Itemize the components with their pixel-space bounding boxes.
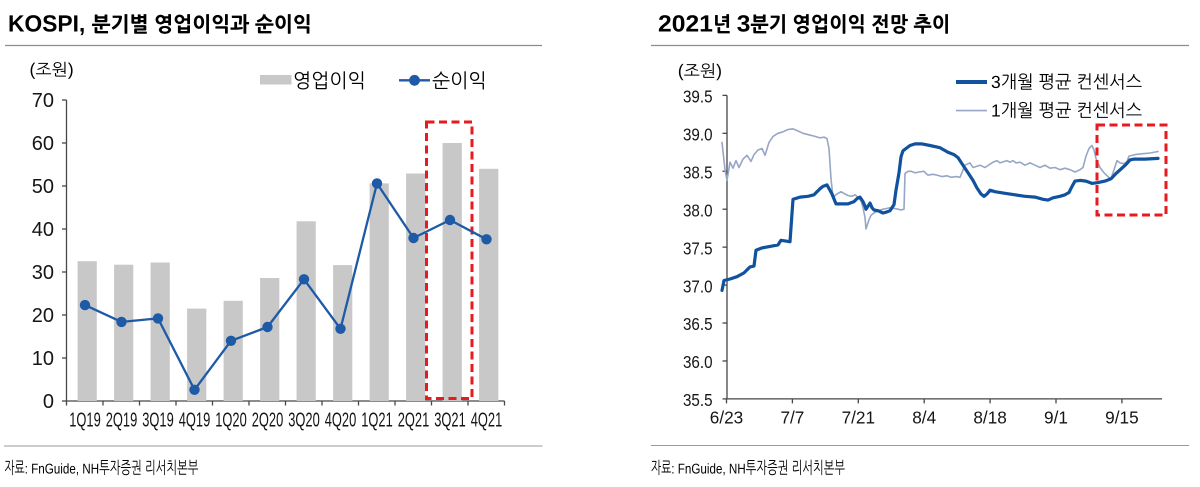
svg-text:20: 20: [32, 305, 54, 327]
svg-text:36.5: 36.5: [683, 314, 713, 334]
svg-text:2Q21: 2Q21: [398, 410, 430, 432]
svg-text:1Q20: 1Q20: [215, 410, 247, 432]
svg-text:39.5: 39.5: [683, 87, 713, 107]
svg-text:30: 30: [32, 262, 54, 284]
svg-text:8/18: 8/18: [973, 408, 1006, 428]
svg-text:9/15: 9/15: [1105, 408, 1138, 428]
svg-text:1Q19: 1Q19: [69, 410, 101, 432]
svg-text:7/7: 7/7: [780, 408, 804, 428]
svg-text:37.5: 37.5: [683, 238, 713, 258]
svg-text:7/21: 7/21: [842, 408, 875, 428]
svg-text:2Q20: 2Q20: [252, 410, 284, 432]
svg-text:4Q20: 4Q20: [325, 410, 357, 432]
svg-text:0: 0: [43, 391, 54, 413]
svg-text:70: 70: [32, 90, 54, 112]
svg-text:3Q21: 3Q21: [434, 410, 466, 432]
svg-text:60: 60: [32, 133, 54, 155]
svg-text:36.0: 36.0: [683, 352, 713, 372]
svg-text:37.0: 37.0: [683, 276, 713, 296]
svg-text:10: 10: [32, 348, 54, 370]
svg-text:40: 40: [32, 219, 54, 241]
svg-text:8/4: 8/4: [912, 408, 936, 428]
svg-text:38.0: 38.0: [683, 200, 713, 220]
svg-text:50: 50: [32, 176, 54, 198]
svg-text:2Q19: 2Q19: [106, 410, 138, 432]
svg-text:1Q21: 1Q21: [361, 410, 393, 432]
svg-text:4Q19: 4Q19: [179, 410, 211, 432]
svg-text:39.0: 39.0: [683, 125, 713, 145]
svg-text:3Q19: 3Q19: [142, 410, 174, 432]
svg-text:3Q20: 3Q20: [288, 410, 320, 432]
svg-text:38.5: 38.5: [683, 163, 713, 183]
svg-text:9/1: 9/1: [1044, 408, 1068, 428]
svg-text:35.5: 35.5: [683, 390, 713, 410]
svg-text:4Q21: 4Q21: [471, 410, 503, 432]
svg-text:6/23: 6/23: [710, 408, 743, 428]
